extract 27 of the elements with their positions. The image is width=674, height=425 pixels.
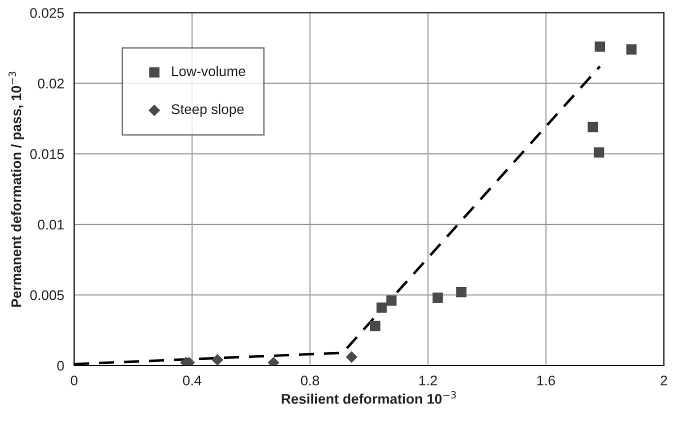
y-tick-label: 0.025 <box>30 8 64 18</box>
y-tick-label: 0.015 <box>30 149 64 160</box>
point <box>370 320 380 332</box>
point <box>376 302 387 313</box>
point <box>212 354 224 366</box>
x-tick-label: 2 <box>660 376 668 386</box>
y-axis-title: Permanent deformation / pass, 10$^{−3}$ <box>8 72 24 307</box>
x-tick-label: 1.6 <box>537 376 555 386</box>
point <box>386 295 397 306</box>
y-tick-label: 0.005 <box>30 290 64 300</box>
x-tick-label: 0.4 <box>182 376 202 386</box>
point <box>594 41 606 52</box>
y-tick-label: 0 <box>57 360 64 371</box>
point <box>456 286 466 298</box>
point <box>594 147 604 158</box>
point <box>626 44 637 55</box>
x-tick-label: 0.8 <box>300 376 320 386</box>
point <box>588 122 598 132</box>
point <box>432 292 443 303</box>
legend-label: Low-volume <box>172 66 246 76</box>
legend-label: Steep slope <box>172 104 244 117</box>
y-tick-label: 0.01 <box>38 220 64 230</box>
x-tick-label: 0 <box>70 376 78 386</box>
point <box>346 351 358 363</box>
x-axis-title: Resilient deformation 10$^{−3}$ <box>282 391 456 404</box>
y-tick-label: 0.02 <box>38 78 64 88</box>
x-tick-label: 1.2 <box>419 376 437 386</box>
